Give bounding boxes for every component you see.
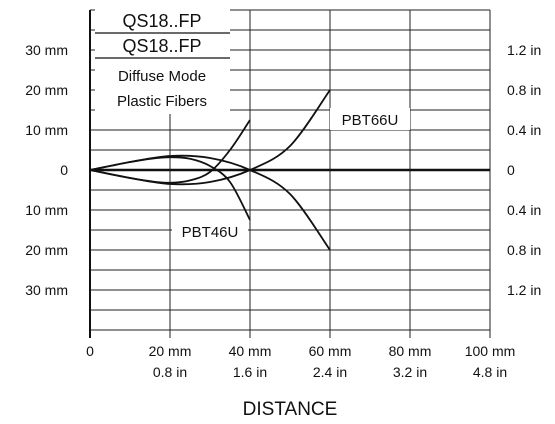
x-tick-label-in: 2.4 in (313, 364, 347, 380)
y-tick-label-left: 20 mm (25, 82, 68, 98)
series-label-pbt46u: PBT46U (182, 224, 239, 241)
curve-pbt66u-upper (89, 154, 331, 251)
series-label-bg-pbt66u (330, 108, 410, 130)
title-line-2: QS18..FP (122, 36, 201, 56)
title-line-3: Diffuse Mode (118, 68, 206, 85)
series-label-pbt66u: PBT66U (342, 112, 399, 129)
x-tick-label-mm: 20 mm (149, 343, 192, 359)
y-tick-label-left: 10 mm (25, 202, 68, 218)
y-tick-label-right: 0.4 in (507, 122, 541, 138)
x-tick-label-in: 0.8 in (153, 364, 187, 380)
title-line-1: QS18..FP (122, 11, 201, 31)
y-tick-label-left: 20 mm (25, 242, 68, 258)
x-tick-label-in: 3.2 in (393, 364, 427, 380)
tick-labels: 30 mm 20 mm 10 mm 0 10 mm 20 mm 30 mm 1.2 in 0.8… (25, 42, 541, 380)
y-tick-label-right: 1.2 in (507, 282, 541, 298)
title-box-bg (95, 8, 230, 114)
title-line-4: Plastic Fibers (117, 93, 207, 110)
x-tick-label-mm: 100 mm (465, 343, 516, 359)
series-label-bg-pbt46u (172, 220, 248, 242)
y-tick-label-right: 0.8 in (507, 82, 541, 98)
curve-pbt66u-lower (89, 89, 331, 186)
x-axis-title: DISTANCE (243, 399, 338, 420)
y-tick-label-right: 0 (507, 162, 515, 178)
x-tick-label-mm: 40 mm (229, 343, 272, 359)
x-tick-label-in: 4.8 in (473, 364, 507, 380)
x-tick-label-in: 1.6 in (233, 364, 267, 380)
y-tick-label-left: 30 mm (25, 42, 68, 58)
x-tick-label-mm: 0 (86, 343, 94, 359)
y-tick-label-right: 0.8 in (507, 242, 541, 258)
y-tick-label-left: 30 mm (25, 282, 68, 298)
x-tick-label-mm: 80 mm (389, 343, 432, 359)
y-tick-label-right: 0.4 in (507, 202, 541, 218)
x-tick-label-mm: 60 mm (309, 343, 352, 359)
curves (89, 89, 331, 251)
y-tick-label-right: 1.2 in (507, 42, 541, 58)
y-tick-label-left: 10 mm (25, 122, 68, 138)
y-tick-label-left: 0 (60, 162, 68, 178)
axes (89, 10, 490, 338)
